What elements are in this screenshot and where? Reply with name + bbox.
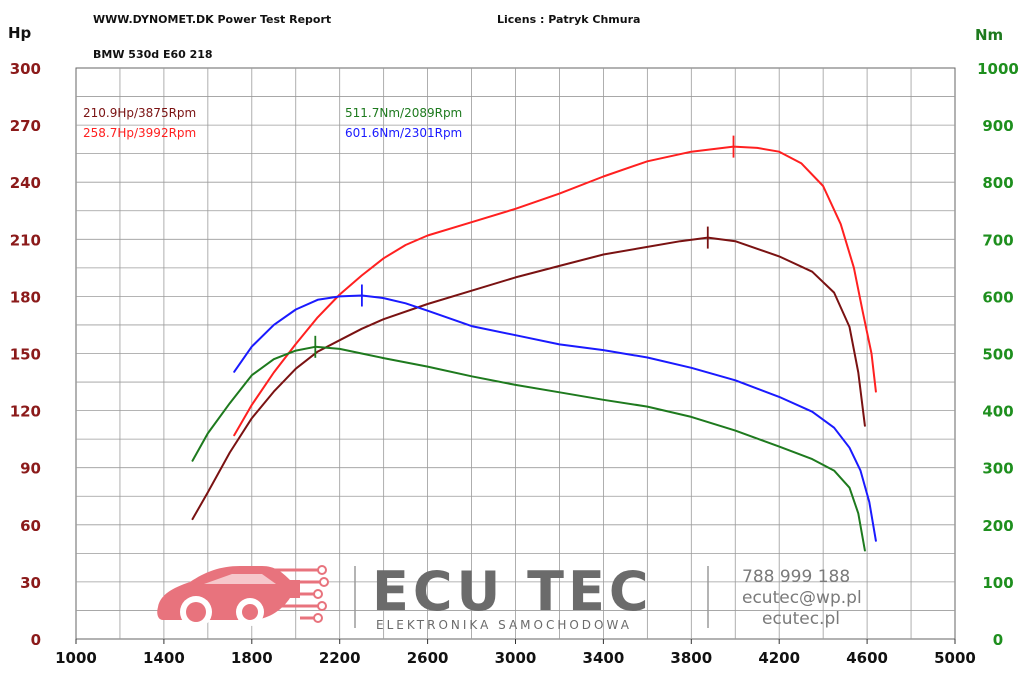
right-tick-label: 0 [993,631,1003,649]
x-tick-label: 1000 [55,649,97,667]
left-tick-label: 60 [20,517,41,535]
annotation-torque-tuned: 601.6Nm/2301Rpm [345,126,462,140]
annotation-torque-stock: 511.7Nm/2089Rpm [345,106,462,120]
left-axis-ticks: 0 30 60 90 120 150 180 210 240 270 300 [10,60,41,649]
x-tick-label: 2600 [407,649,449,667]
right-tick-label: 100 [982,574,1013,592]
left-axis-unit: Hp [8,24,32,42]
right-tick-label: 700 [982,231,1013,249]
right-tick-label: 800 [982,174,1013,192]
car-logo-icon [157,565,329,628]
right-axis-ticks: 0 100 200 300 400 500 600 700 800 900 1000 [977,60,1019,649]
x-axis-ticks: 1000 1400 1800 2200 2600 3000 3400 3800 4200 4600… [55,639,976,667]
report-title: WWW.DYNOMET.DK Power Test Report [93,13,331,26]
power-curve-tuned [233,145,877,437]
right-tick-label: 1000 [977,60,1019,78]
left-tick-label: 120 [10,403,41,421]
brand-tagline: ELEKTRONIKA SAMOCHODOWA [376,618,632,632]
x-tick-label: 2200 [319,649,361,667]
brand-name: ECU TEC [372,560,653,623]
power-curve-stock [191,236,866,521]
x-tick-label: 4600 [846,649,888,667]
left-tick-label: 270 [10,117,41,135]
right-tick-label: 500 [982,346,1013,364]
x-tick-label: 3800 [670,649,712,667]
annotation-power-stock: 210.9Hp/3875Rpm [83,106,196,120]
vehicle-label: BMW 530d E60 218 [93,48,213,61]
contact-email: ecutec@wp.pl [742,588,862,608]
x-tick-label: 1800 [231,649,273,667]
left-tick-label: 180 [10,288,41,306]
torque-curve-stock [191,345,866,552]
x-tick-label: 4200 [758,649,800,667]
license-label: Licens : Patryk Chmura [497,13,640,26]
right-tick-label: 600 [982,288,1013,306]
left-tick-label: 90 [20,460,41,478]
left-tick-label: 210 [10,231,41,249]
contact-website: ecutec.pl [762,609,840,629]
right-tick-label: 200 [982,517,1013,535]
left-tick-label: 240 [10,174,41,192]
left-tick-label: 150 [10,346,41,364]
annotation-power-tuned: 258.7Hp/3992Rpm [83,126,196,140]
x-tick-label: 5000 [934,649,976,667]
x-tick-label: 1400 [143,649,185,667]
torque-curve-tuned [233,294,877,542]
left-tick-label: 30 [20,574,41,592]
x-tick-label: 3000 [495,649,537,667]
left-tick-label: 0 [31,631,41,649]
right-axis-unit: Nm [975,26,1003,44]
left-tick-label: 300 [10,60,41,78]
right-tick-label: 900 [982,117,1013,135]
grid-lines [75,67,956,640]
series-group [191,135,877,552]
x-tick-label: 3400 [583,649,625,667]
watermark-logo: ECU TEC ELEKTRONIKA SAMOCHODOWA 788 999 … [157,560,862,632]
contact-phone: 788 999 188 [742,567,850,587]
right-tick-label: 400 [982,403,1013,421]
right-tick-label: 300 [982,460,1013,478]
